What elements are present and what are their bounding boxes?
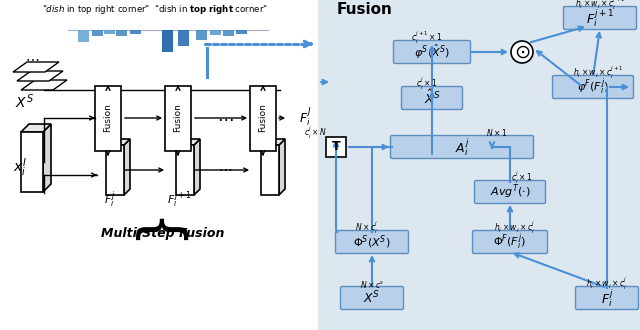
Text: $h_i \times w_i \times c_i^{j+1}$: $h_i \times w_i \times c_i^{j+1}$ — [575, 0, 625, 12]
Text: Fusion: Fusion — [259, 104, 268, 132]
Polygon shape — [43, 124, 51, 192]
Bar — [250, 85, 276, 150]
Text: Multi-Step Fusion: Multi-Step Fusion — [101, 226, 225, 240]
FancyBboxPatch shape — [390, 136, 534, 158]
FancyBboxPatch shape — [563, 7, 637, 29]
Bar — [223, 30, 234, 36]
Text: $\cdots$: $\cdots$ — [217, 109, 234, 127]
Text: $F_i^{j+1}$: $F_i^{j+1}$ — [586, 7, 614, 29]
Text: Fusion: Fusion — [173, 104, 182, 132]
Text: $N \times 1$: $N \times 1$ — [486, 127, 508, 139]
Bar — [210, 30, 221, 35]
Text: $h_i \times w_i \times c_i^j$: $h_i \times w_i \times c_i^j$ — [586, 276, 628, 292]
Text: $c_i^j \times 1$: $c_i^j \times 1$ — [511, 170, 533, 186]
FancyBboxPatch shape — [575, 286, 639, 310]
Text: $N \times c_i^j$: $N \times c_i^j$ — [355, 220, 379, 236]
Bar — [92, 30, 103, 36]
Text: "$\mathit{dish}$ in top right corner"  "dish in $\bf{top\ right}$ corner": "$\mathit{dish}$ in top right corner" "d… — [42, 3, 268, 16]
Polygon shape — [194, 139, 200, 195]
Polygon shape — [279, 139, 285, 195]
Text: $A_i^j$: $A_i^j$ — [455, 136, 469, 158]
Bar — [236, 30, 247, 34]
Bar — [104, 30, 115, 34]
Text: Fusion: Fusion — [104, 104, 113, 132]
Bar — [78, 30, 89, 42]
FancyBboxPatch shape — [394, 41, 470, 63]
Text: $X^S$: $X^S$ — [364, 290, 381, 306]
Bar — [176, 145, 194, 195]
Bar — [95, 85, 121, 150]
Bar — [261, 145, 279, 195]
FancyBboxPatch shape — [472, 230, 547, 253]
Text: $N \times c^s$: $N \times c^s$ — [360, 279, 384, 289]
Bar — [318, 0, 640, 330]
Text: $c_i^j \times N$: $c_i^j \times N$ — [305, 125, 328, 141]
Text: $c_i^j \times 1$: $c_i^j \times 1$ — [416, 76, 438, 92]
Text: $c_i^{j+1} \times 1$: $c_i^{j+1} \times 1$ — [411, 30, 443, 46]
Text: $\odot$: $\odot$ — [514, 43, 531, 61]
Bar — [326, 137, 346, 157]
Text: $h_i \times w_i \times c_i^j$: $h_i \times w_i \times c_i^j$ — [494, 220, 536, 236]
Text: $\}$: $\}$ — [135, 217, 191, 247]
Text: $X^S$: $X^S$ — [15, 93, 33, 111]
Text: $F_i^J$: $F_i^J$ — [299, 107, 312, 129]
Bar — [116, 30, 127, 36]
Bar — [162, 30, 173, 52]
Polygon shape — [17, 71, 63, 81]
Text: $\hat{X}^S$: $\hat{X}^S$ — [424, 89, 440, 107]
Text: $\varphi^F(F_i^j)$: $\varphi^F(F_i^j)$ — [577, 77, 609, 97]
Text: Fusion: Fusion — [337, 2, 393, 16]
Text: $\Phi^S(X^S)$: $\Phi^S(X^S)$ — [353, 233, 391, 251]
Text: $\varphi^S(\hat{X}^S)$: $\varphi^S(\hat{X}^S)$ — [414, 43, 450, 61]
Text: $F_i^{j+1}$: $F_i^{j+1}$ — [168, 190, 193, 211]
FancyBboxPatch shape — [335, 230, 408, 253]
Text: $F_i^{j}$: $F_i^{j}$ — [104, 190, 116, 211]
Text: $\cdots$: $\cdots$ — [25, 51, 39, 65]
FancyBboxPatch shape — [474, 181, 545, 204]
Text: $F_i^j$: $F_i^j$ — [601, 287, 613, 309]
Text: T: T — [332, 141, 340, 153]
Bar — [130, 30, 141, 34]
Text: $\cdots$: $\cdots$ — [218, 161, 232, 175]
Bar — [196, 30, 207, 40]
Polygon shape — [13, 62, 59, 72]
FancyBboxPatch shape — [401, 86, 463, 110]
Polygon shape — [124, 139, 130, 195]
Polygon shape — [106, 139, 130, 145]
Bar — [21, 132, 43, 192]
Text: $x_i^I$: $x_i^I$ — [13, 157, 27, 179]
Polygon shape — [21, 80, 67, 90]
Bar — [165, 85, 191, 150]
FancyBboxPatch shape — [340, 286, 403, 310]
Bar — [178, 30, 189, 46]
Polygon shape — [21, 124, 51, 132]
Bar — [106, 145, 124, 195]
Circle shape — [511, 41, 533, 63]
Text: $h_i \times w_i \times c_i^{j+1}$: $h_i \times w_i \times c_i^{j+1}$ — [573, 65, 623, 81]
Polygon shape — [176, 139, 200, 145]
Polygon shape — [261, 139, 285, 145]
Text: $\Phi^F(F_i^j)$: $\Phi^F(F_i^j)$ — [493, 232, 527, 252]
FancyBboxPatch shape — [552, 76, 634, 98]
Text: $Avg^T(\cdot)$: $Avg^T(\cdot)$ — [490, 183, 531, 201]
